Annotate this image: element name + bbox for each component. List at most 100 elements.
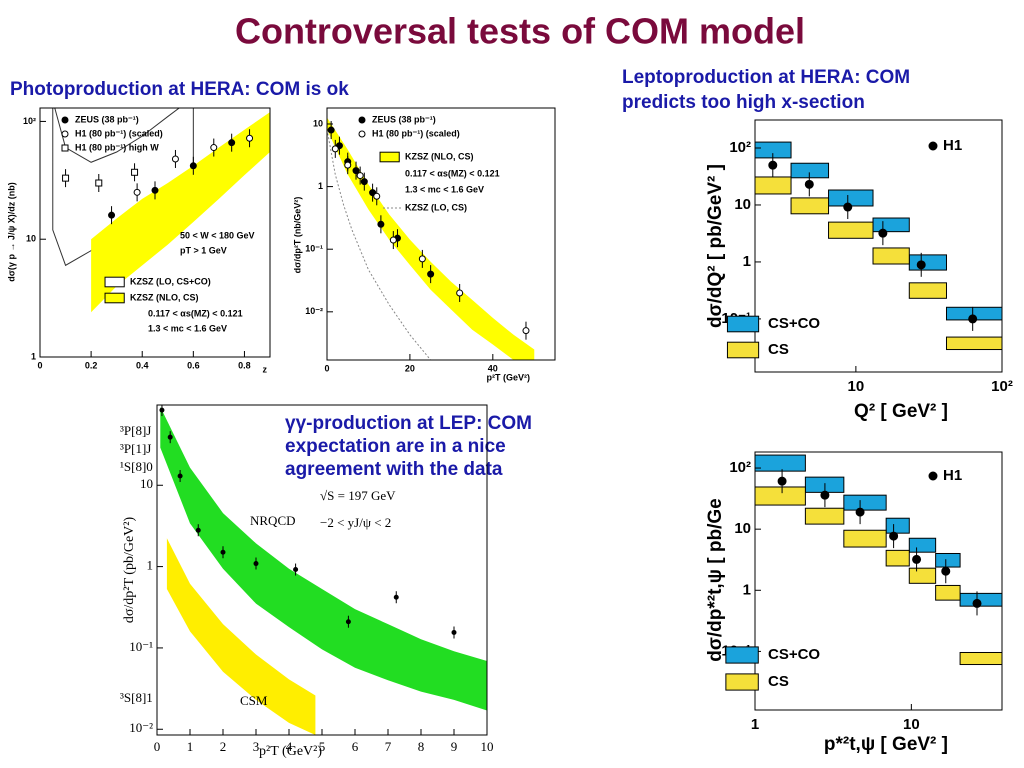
x-tick-label: 9: [451, 739, 458, 754]
legend-swatch: [726, 341, 760, 359]
box: [828, 189, 874, 207]
box: [755, 486, 806, 506]
band: [91, 112, 270, 313]
plot-frame: [754, 119, 1003, 373]
x-tick-label: 4: [286, 739, 293, 754]
marker: [522, 327, 530, 335]
marker: [777, 476, 787, 486]
plot-area: [159, 405, 487, 735]
chart: 0 1 2 3 4 5 6 7 8 9 10 10⁻² 10⁻¹ 1 10 p²T (GeV²) dσ/dp²T…: [120, 404, 494, 759]
plot-area: [755, 454, 1002, 666]
legend-label: CS+CO: [768, 315, 820, 332]
box: [908, 537, 937, 553]
marker: [358, 116, 366, 124]
legend-label: H1: [943, 137, 962, 154]
box: [908, 567, 937, 584]
plot-area: [327, 117, 535, 360]
marker: [393, 594, 399, 600]
plot-area: [52, 108, 270, 313]
y-axis-label: dσ/dp²T (nb/GeV²): [292, 197, 302, 274]
marker: [344, 161, 352, 169]
box: [935, 552, 961, 568]
plot-frame: [326, 107, 556, 361]
x-tick-label: 0: [154, 739, 161, 754]
marker: [95, 179, 103, 187]
marker: [133, 188, 141, 196]
marker: [246, 134, 254, 142]
annotation: 50 < W < 180 GeV: [180, 230, 255, 240]
band: [166, 538, 316, 735]
marker: [352, 167, 360, 175]
marker: [889, 531, 899, 541]
annotation: 1.3 < mc < 1.6 GeV: [405, 184, 484, 194]
x-tick-label: 8: [418, 739, 425, 754]
y-tick-label: 1: [31, 351, 36, 361]
legend-swatch: [104, 292, 125, 304]
y-tick-label: 1: [743, 581, 751, 598]
x-tick-label: 1: [751, 716, 759, 733]
legend-label: H1 (80 pb⁻¹) (scaled): [75, 128, 163, 138]
y-tick-label: 10: [313, 118, 323, 128]
x-tick-label: 5: [319, 739, 326, 754]
legend-label: CS: [768, 673, 789, 690]
marker: [968, 314, 978, 324]
band: [160, 406, 487, 711]
chart: ZEUS (38 pb⁻¹) H1 (80 pb⁻¹) (scaled) H1 (8…: [6, 107, 271, 374]
legend-label: KZSZ (NLO, CS): [405, 151, 474, 161]
marker: [456, 289, 464, 297]
marker: [220, 549, 226, 555]
caption: γγ-production at LEP: COM: [285, 413, 532, 434]
box: [945, 336, 1002, 351]
marker: [159, 407, 165, 413]
chart: H11010²10⁻¹11010²Q² [ GeV² ]dσ/dQ² [ pb/…: [705, 119, 1013, 422]
x-tick-label: 40: [488, 363, 498, 373]
marker: [327, 126, 335, 134]
y-axis-label: dσ(γ p → J/ψ X)/dz (nb): [6, 182, 16, 281]
legend-label: KZSZ (LO, CS): [405, 202, 467, 212]
marker: [177, 473, 183, 479]
marker: [171, 155, 179, 163]
legend-swatch: [726, 315, 760, 333]
plot-frame: [754, 451, 1003, 711]
marker: [451, 629, 457, 635]
marker: [195, 527, 201, 533]
marker: [418, 255, 426, 263]
marker: [167, 434, 173, 440]
legend-swatch: [725, 646, 759, 664]
marker: [356, 172, 364, 180]
annotation: ³P[8]J: [120, 423, 151, 438]
x-axis-label: z: [263, 364, 268, 374]
box: [872, 247, 910, 265]
x-tick-label: 7: [385, 739, 392, 754]
box: [790, 197, 830, 215]
box: [755, 454, 806, 472]
band-label: NRQCD: [250, 513, 296, 528]
marker: [360, 178, 368, 186]
y-tick-label: 10²: [23, 116, 36, 126]
plot-area: [755, 141, 1002, 351]
y-axis-label: dσ/dQ² [ pb/GeV² ]: [705, 164, 726, 328]
marker: [972, 598, 982, 608]
annotation: ³S[8]1: [120, 690, 153, 705]
marker: [210, 144, 218, 152]
chart: H111010⁻¹11010²p*²t,ψ [ GeV² ]dσ/dp*²t,ψ…: [705, 451, 1003, 755]
legend-label: H1 (80 pb⁻¹) high W: [75, 142, 159, 152]
marker: [804, 179, 814, 189]
y-tick-label: 10: [734, 520, 751, 537]
x-tick-label: 10: [848, 378, 865, 395]
marker: [928, 471, 938, 481]
legend-label: ZEUS (38 pb⁻¹): [372, 114, 436, 124]
x-tick-label: 10: [903, 716, 920, 733]
marker: [820, 490, 830, 500]
marker: [768, 160, 778, 170]
box: [755, 176, 792, 195]
y-tick-label: 10⁻²: [305, 306, 323, 316]
annotation: 0.117 < αs(MZ) < 0.121: [405, 168, 500, 178]
chart: ZEUS (38 pb⁻¹) H1 (80 pb⁻¹) (scaled) 0 20 40…: [292, 107, 556, 382]
box: [908, 282, 947, 299]
x-tick-label: 10: [481, 739, 494, 754]
legend-swatch: [104, 276, 125, 288]
marker: [189, 162, 197, 170]
marker: [843, 202, 853, 212]
